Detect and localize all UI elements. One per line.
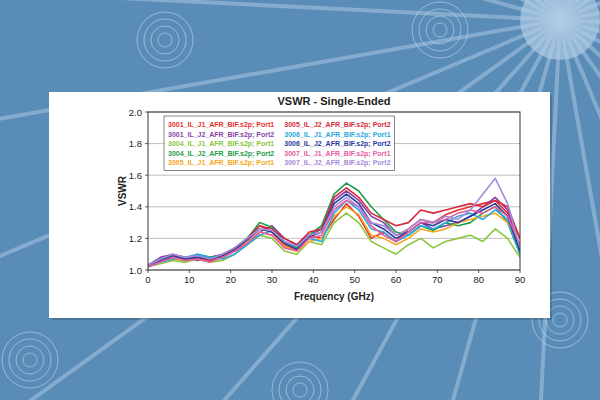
ring — [293, 383, 307, 397]
y-tick-label: 2.0 — [129, 107, 142, 118]
series-line — [148, 194, 520, 265]
series-group — [148, 178, 520, 266]
ray — [249, 0, 560, 20]
sun — [520, 0, 600, 60]
ring — [412, 2, 468, 58]
ring — [2, 332, 58, 388]
ring — [137, 12, 193, 68]
x-tick-label: 50 — [349, 274, 360, 285]
y-tick-label: 1.0 — [129, 265, 142, 276]
x-tick-label: 80 — [473, 274, 484, 285]
legend-entry: 3006_IL_J1_AFR_BIF.s2p; Port1 — [284, 131, 390, 139]
plot-frame — [148, 112, 520, 270]
legend-entry: 3005_IL_J2_AFR_BIF.s2p; Port2 — [284, 121, 390, 129]
x-tick-label: 10 — [184, 274, 195, 285]
ray — [93, 0, 560, 20]
ring — [9, 339, 51, 381]
legend-entry: 3004_IL_J1_AFR_BIF.s2p; Port1 — [168, 140, 274, 148]
ring — [279, 369, 321, 400]
grid-line — [148, 175, 520, 176]
y-axis-title: VSWR — [117, 175, 128, 206]
x-axis-title: Frequency (GHz) — [294, 291, 374, 302]
background — [0, 0, 600, 400]
ring — [272, 362, 328, 400]
ray — [0, 0, 560, 20]
ray — [0, 0, 560, 20]
x-tick-label: 40 — [308, 274, 319, 285]
legend-entry: 3001_IL_J2_AFR_BIF.s2p; Port2 — [168, 131, 274, 139]
legend-box — [164, 116, 395, 171]
legend-entry: 3005_IL_J1_AFR_BIF.s2p; Port1 — [168, 159, 274, 167]
ring — [426, 16, 454, 44]
ring — [158, 33, 172, 47]
ray — [0, 0, 560, 20]
series-line — [148, 178, 520, 265]
ring — [433, 23, 447, 37]
page: VSWR - Single-Ended 1.0 1.2 1.4 1.6 1.8 2.0 0 10… — [0, 0, 600, 400]
ray — [0, 20, 560, 400]
x-tick-label: 90 — [515, 274, 526, 285]
chart-title: VSWR - Single-Ended — [277, 95, 390, 107]
ray — [0, 20, 560, 331]
legend-entry: 3001_IL_J1_AFR_BIF.s2p; Port1 — [168, 121, 274, 129]
legend-entry: 3007_IL_J1_AFR_BIF.s2p; Port1 — [284, 150, 390, 158]
legend-entry: 3004_IL_J2_AFR_BIF.s2p; Port2 — [168, 150, 274, 158]
series-line — [148, 188, 520, 267]
ring — [553, 313, 567, 327]
ring — [286, 376, 314, 400]
legend-entry: 3007_IL_J2_AFR_BIF.s2p; Port2 — [284, 159, 390, 167]
x-tick-label: 70 — [432, 274, 443, 285]
ray — [0, 0, 560, 20]
ring — [144, 19, 186, 61]
x-tick-label: 0 — [145, 274, 150, 285]
ring — [16, 346, 44, 374]
series-line — [148, 183, 520, 265]
ray — [560, 20, 600, 400]
x-tick-label: 30 — [267, 274, 278, 285]
x-tick-label: 20 — [225, 274, 236, 285]
legend-entry: 3006_IL_J2_AFR_BIF.s2p; Port2 — [284, 140, 390, 148]
legend: 3001_IL_J1_AFR_BIF.s2p; Port1 3001_IL_J2_… — [164, 116, 395, 171]
grid-line — [148, 238, 520, 239]
x-tick-label: 60 — [391, 274, 402, 285]
ring — [23, 353, 37, 367]
background-fill — [0, 0, 600, 400]
ring — [151, 26, 179, 54]
y-tick-label: 1.6 — [129, 170, 142, 181]
series-line — [148, 191, 520, 265]
ring — [419, 9, 461, 51]
y-tick-label: 1.2 — [129, 233, 142, 244]
panel — [49, 92, 550, 318]
y-tick-label: 1.8 — [129, 138, 142, 149]
y-tick-label: 1.4 — [129, 201, 142, 212]
